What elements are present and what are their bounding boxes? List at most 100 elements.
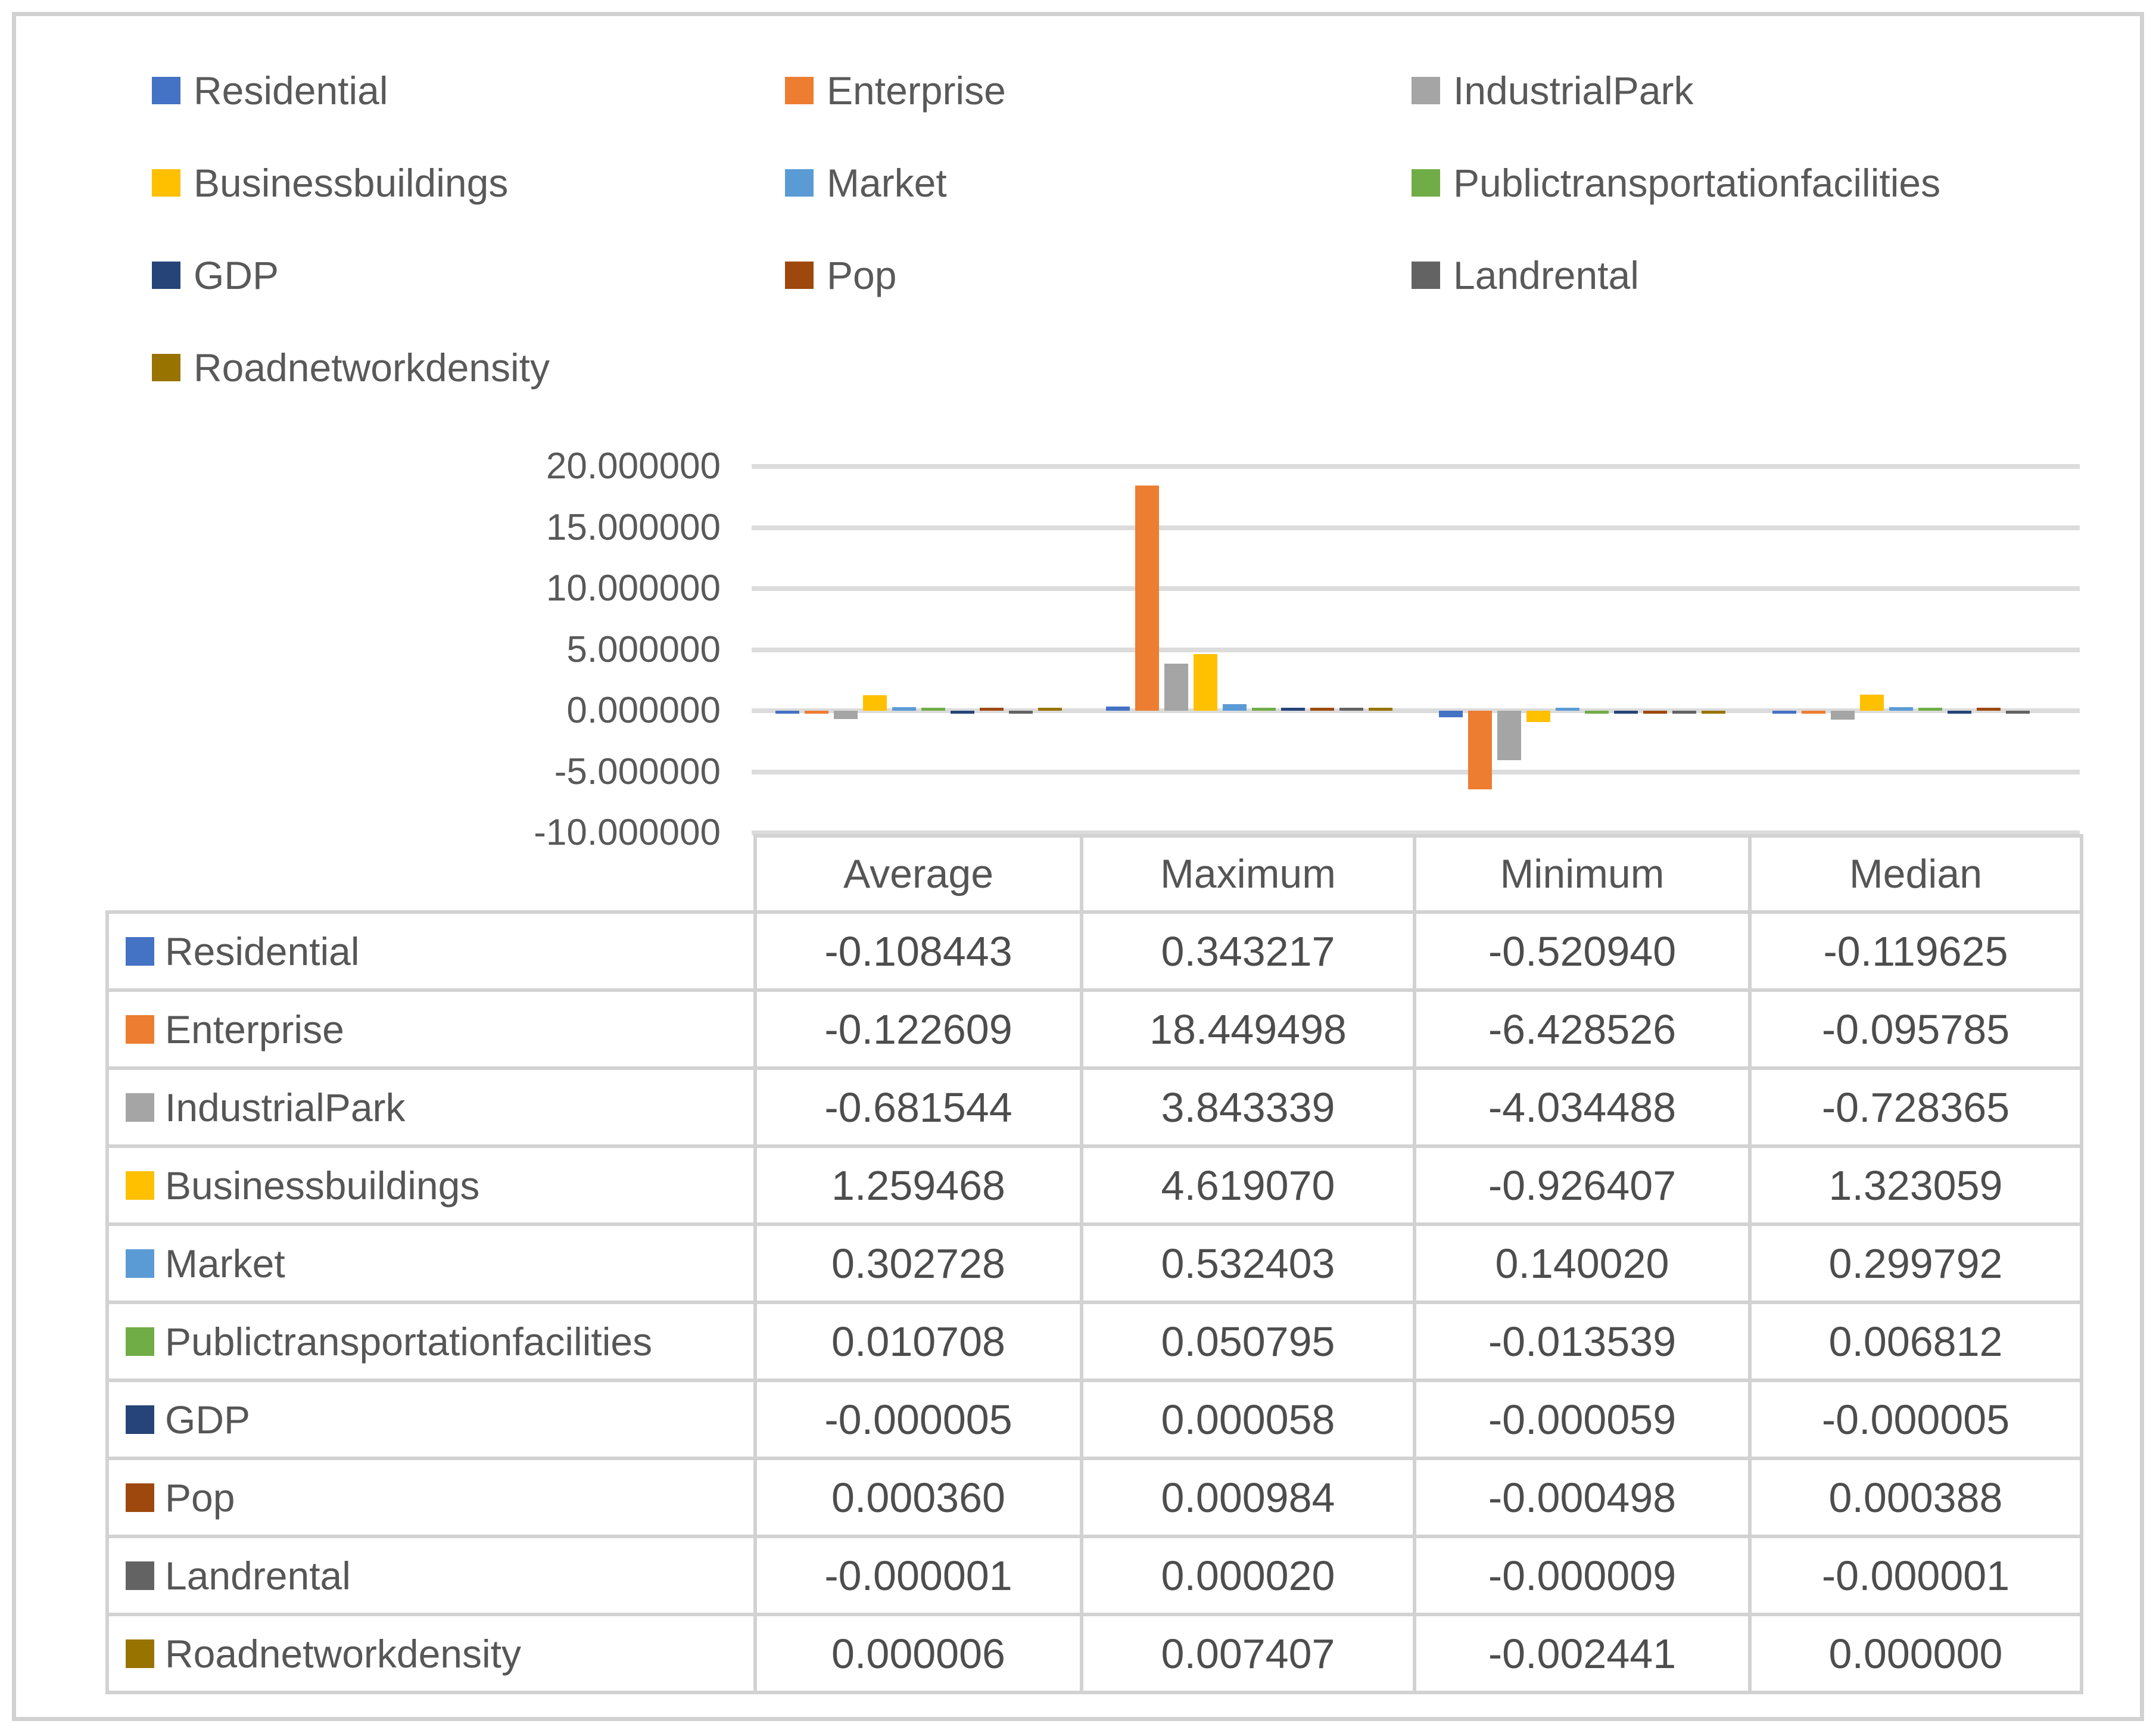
legend-item-label: IndustrialPark	[1453, 69, 1694, 113]
bar-roadnetworkdensity-maximum	[1369, 708, 1392, 711]
bar-gdp-maximum	[1281, 708, 1305, 711]
bar-gdp-median	[1948, 711, 1971, 714]
legend-item-residential: Residential	[152, 64, 388, 117]
legend-key-icon	[152, 169, 180, 197]
legend-item-label: Landrental	[1453, 253, 1639, 297]
table-cell: -0.013539	[1413, 1300, 1752, 1382]
bar-residential-minimum	[1439, 711, 1463, 717]
legend-item-gdp: GDP	[152, 248, 279, 302]
table-row-label-landrental: Landrental	[105, 1535, 757, 1616]
table-row-label-roadnetworkdensity: Roadnetworkdensity	[105, 1613, 757, 1694]
bar-businessbuildings-average	[863, 695, 887, 711]
legend-item-publictransportationfacilities: Publictransportationfacilities	[1412, 156, 1940, 210]
series-key-icon	[126, 936, 154, 966]
bar-enterprise-minimum	[1468, 711, 1492, 789]
y-axis-tick-label: 0.000000	[566, 690, 721, 731]
bar-industrialpark-maximum	[1164, 664, 1188, 711]
table-row-label-text: Publictransportationfacilities	[165, 1319, 653, 1364]
legend-key-icon	[152, 354, 180, 381]
table-cell: -0.000001	[1748, 1535, 2083, 1616]
gridline	[752, 647, 2080, 652]
table-cell: -0.728365	[1748, 1066, 2083, 1148]
bar-publictransportationfacilities-maximum	[1252, 708, 1276, 711]
legend-item-roadnetworkdensity: Roadnetworkdensity	[152, 341, 550, 394]
table-row-label-pop: Pop	[105, 1457, 757, 1538]
table-row-label-text: GDP	[165, 1397, 251, 1442]
table-cell: -0.000009	[1413, 1535, 1752, 1616]
legend-item-businessbuildings: Businessbuildings	[152, 156, 508, 210]
series-key-icon	[126, 1639, 154, 1668]
table-cell: 0.000058	[1080, 1379, 1416, 1460]
table-row-label-text: IndustrialPark	[165, 1085, 406, 1130]
legend-item-landrental: Landrental	[1412, 248, 1639, 302]
y-axis-tick-label: 15.000000	[546, 506, 721, 548]
table-header-average: Average	[753, 834, 1083, 914]
legend-item-label: Pop	[827, 253, 897, 297]
gridline	[752, 586, 2080, 591]
table-cell: 0.000000	[1748, 1613, 2083, 1694]
table-cell: -4.034488	[1413, 1066, 1752, 1148]
table-cell: 3.843339	[1080, 1066, 1416, 1148]
bar-pop-median	[1977, 708, 2001, 711]
bar-industrialpark-minimum	[1497, 711, 1521, 760]
legend-item-label: Market	[827, 161, 947, 205]
table-cell: 0.000360	[753, 1457, 1083, 1538]
bar-residential-maximum	[1106, 707, 1130, 711]
table-cell: -0.000005	[1748, 1379, 2083, 1460]
table-row-label-market: Market	[105, 1222, 757, 1304]
table-cell: 0.006812	[1748, 1300, 2083, 1382]
y-axis-tick-label: -10.000000	[534, 812, 721, 853]
legend-item-label: GDP	[194, 253, 279, 297]
bar-publictransportationfacilities-minimum	[1585, 711, 1609, 714]
table-cell: -0.108443	[753, 910, 1083, 992]
series-key-icon	[126, 1171, 154, 1200]
table-header-minimum: Minimum	[1413, 834, 1752, 914]
bar-market-minimum	[1556, 708, 1579, 711]
table-cell: 0.010708	[753, 1300, 1083, 1382]
table-row-label-publictransportationfacilities: Publictransportationfacilities	[105, 1300, 757, 1382]
table-cell: 1.323059	[1748, 1144, 2083, 1226]
table-cell: -0.119625	[1748, 910, 2083, 992]
table-row-label-text: Pop	[165, 1475, 235, 1520]
table-cell: 0.343217	[1080, 910, 1416, 992]
series-key-icon	[126, 1327, 154, 1356]
series-key-icon	[126, 1405, 154, 1434]
legend-item-industrialpark: IndustrialPark	[1412, 64, 1694, 117]
table-row-label-text: Landrental	[165, 1553, 351, 1598]
table-row-label-text: Market	[165, 1241, 285, 1286]
table-cell: -0.095785	[1748, 988, 2083, 1070]
legend-item-label: Businessbuildings	[194, 161, 509, 205]
legend-key-icon	[1412, 169, 1440, 197]
y-axis-tick-label: 5.000000	[566, 629, 721, 670]
table-row-label-residential: Residential	[105, 910, 757, 992]
table-cell: -0.926407	[1413, 1144, 1752, 1226]
legend-key-icon	[152, 77, 180, 104]
y-axis-tick-label: -5.000000	[554, 751, 721, 792]
bar-businessbuildings-median	[1860, 695, 1884, 711]
table-cell: 0.000006	[753, 1613, 1083, 1694]
bar-landrental-median	[2006, 711, 2030, 714]
table-row-label-text: Enterprise	[165, 1007, 344, 1051]
gridline	[752, 769, 2080, 774]
legend-item-pop: Pop	[785, 248, 896, 302]
table-row-label-businessbuildings: Businessbuildings	[105, 1144, 757, 1226]
bar-landrental-maximum	[1339, 708, 1363, 711]
table-header-median: Median	[1748, 834, 2083, 914]
bar-industrialpark-median	[1831, 711, 1855, 720]
table-cell: -0.002441	[1413, 1613, 1752, 1694]
legend-key-icon	[785, 169, 814, 197]
table-cell: 0.007407	[1080, 1613, 1416, 1694]
bar-enterprise-maximum	[1135, 486, 1159, 711]
bar-publictransportationfacilities-median	[1918, 708, 1942, 711]
bar-market-average	[892, 707, 916, 711]
series-key-icon	[126, 1561, 154, 1590]
y-axis-tick-label: 20.000000	[546, 446, 721, 487]
legend-item-enterprise: Enterprise	[785, 64, 1006, 117]
gridline	[752, 464, 2080, 469]
bar-landrental-average	[1009, 711, 1033, 714]
gridline	[752, 708, 2080, 713]
legend-key-icon	[785, 77, 814, 104]
bar-enterprise-median	[1802, 711, 1825, 714]
bar-gdp-average	[951, 711, 974, 714]
